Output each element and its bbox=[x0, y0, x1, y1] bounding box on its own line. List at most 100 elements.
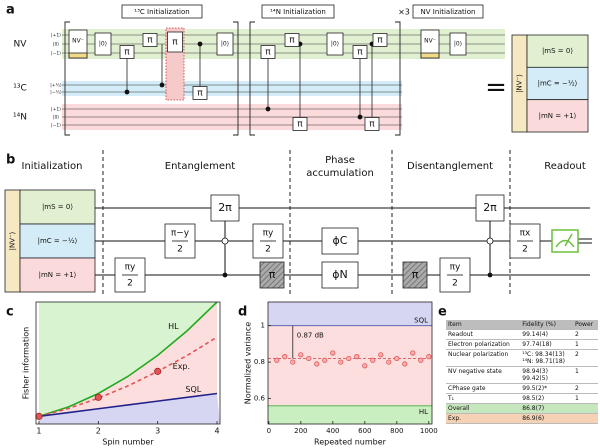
gate-label: π bbox=[269, 268, 276, 281]
gate bbox=[210, 194, 240, 222]
table-cell: NV negative state bbox=[446, 366, 521, 384]
data-point bbox=[35, 412, 43, 420]
table-cell: 98.5(2) bbox=[520, 393, 573, 404]
table-row: NV negative state 98.94(3) 99.42(5) 1 bbox=[446, 366, 598, 384]
gate-label: π bbox=[297, 120, 303, 130]
stage-title: accumulation bbox=[306, 168, 374, 179]
cell-line: T₁ bbox=[448, 395, 455, 402]
table-row: Overall 86.8(7) bbox=[446, 403, 598, 414]
gate bbox=[142, 33, 158, 47]
row-label: NV bbox=[14, 40, 28, 50]
control-dot bbox=[357, 114, 363, 120]
x-tick-label: 200 bbox=[294, 427, 307, 435]
state-label: |mC = −½⟩ bbox=[538, 80, 578, 88]
stage-title: Phase bbox=[325, 155, 355, 166]
bracket bbox=[249, 21, 255, 136]
gate-label: π bbox=[369, 120, 375, 130]
gate bbox=[364, 117, 380, 131]
gate bbox=[321, 227, 359, 255]
band-region bbox=[268, 302, 432, 326]
data-point bbox=[154, 367, 162, 375]
x-tick-label: 0 bbox=[267, 427, 271, 435]
data-point bbox=[94, 393, 102, 401]
gate-label: NV⁻ bbox=[424, 38, 436, 45]
data-point bbox=[354, 354, 360, 360]
gate bbox=[192, 86, 208, 100]
header-box bbox=[412, 4, 484, 19]
gate bbox=[475, 194, 505, 222]
gate-label: π bbox=[377, 36, 383, 46]
data-point bbox=[378, 352, 384, 358]
band-label: SQL bbox=[414, 317, 428, 325]
cell-line: 2 bbox=[574, 331, 579, 338]
y-tick-label: 0.6 bbox=[254, 395, 266, 403]
series-line bbox=[38, 392, 218, 418]
bracket bbox=[64, 21, 70, 136]
repeat: ×3 bbox=[398, 8, 410, 17]
level-label: |0⟩ bbox=[53, 42, 59, 48]
gate-label: π bbox=[412, 268, 419, 281]
header: ¹³C Initialization bbox=[134, 8, 189, 16]
x-axis-label: Repeated number bbox=[314, 438, 387, 447]
cell-line: 98.94(3) bbox=[522, 368, 548, 375]
data-point bbox=[330, 350, 336, 356]
panel-label: c bbox=[6, 305, 14, 320]
data-point bbox=[290, 359, 296, 365]
gate-label: πy bbox=[125, 263, 136, 273]
level-label: |+½⟩ bbox=[50, 82, 62, 89]
table-cell: Nuclear polarization bbox=[446, 349, 521, 367]
cell-line: 98.5(2) bbox=[522, 395, 545, 402]
gate-label: 2π bbox=[218, 201, 232, 214]
gate-label: 2 bbox=[127, 279, 133, 289]
panel-label: b bbox=[6, 153, 15, 168]
gate bbox=[292, 117, 308, 131]
band-region bbox=[268, 405, 432, 424]
annotation: 0.87 dB bbox=[297, 332, 324, 340]
cell-line: 99.14(4) bbox=[522, 331, 548, 338]
stage-title: Entanglement bbox=[165, 161, 236, 172]
gate bbox=[352, 45, 368, 59]
data-point bbox=[402, 361, 408, 367]
data-point bbox=[298, 352, 304, 358]
gate bbox=[372, 33, 388, 47]
plot-frame bbox=[35, 301, 221, 425]
table-cell: CPhase gate bbox=[446, 383, 521, 394]
header-box bbox=[121, 4, 203, 19]
table-cell: 2 bbox=[572, 349, 598, 367]
region bbox=[38, 302, 220, 417]
gate-label: πy bbox=[263, 229, 274, 239]
cell-line: Exp. bbox=[448, 415, 462, 422]
state-cell bbox=[526, 99, 589, 133]
state-cell bbox=[19, 189, 96, 225]
cell-line: 86.8(7) bbox=[522, 405, 545, 412]
data-point bbox=[306, 355, 312, 362]
level-label: |+1⟩ bbox=[51, 33, 61, 39]
gate-label: NV⁻ bbox=[72, 38, 84, 45]
bracket bbox=[233, 21, 239, 136]
data-point bbox=[410, 350, 416, 356]
gate bbox=[260, 45, 276, 59]
control-dot bbox=[221, 237, 229, 245]
cell-line: 99.42(5) bbox=[522, 375, 548, 382]
equals: = bbox=[485, 73, 507, 103]
state-label: |mS = 0⟩ bbox=[42, 203, 73, 211]
gate-label: π bbox=[172, 38, 178, 48]
column-header: Fidelity (%) bbox=[520, 320, 573, 330]
gate-label: 2 bbox=[522, 245, 528, 255]
state-cell bbox=[19, 223, 96, 259]
gate bbox=[449, 32, 467, 56]
state-label: |mS = 0⟩ bbox=[542, 47, 573, 55]
gate bbox=[167, 31, 183, 53]
stage-title: Readout bbox=[544, 161, 586, 172]
gate-label: π bbox=[197, 89, 203, 99]
table-row: Readout 99.14(4) 2 bbox=[446, 329, 598, 340]
table-row: CPhase gate 99.5(2)* 2 bbox=[446, 383, 598, 394]
row-label: ¹³C bbox=[13, 84, 27, 94]
table-cell: 1 bbox=[572, 393, 598, 404]
table-cell: 97.74(18) bbox=[520, 339, 573, 350]
control-dot bbox=[124, 89, 130, 95]
data-point bbox=[370, 357, 376, 363]
gate bbox=[259, 261, 285, 289]
table-row: Electron polarization 97.74(18) 1 bbox=[446, 339, 598, 350]
